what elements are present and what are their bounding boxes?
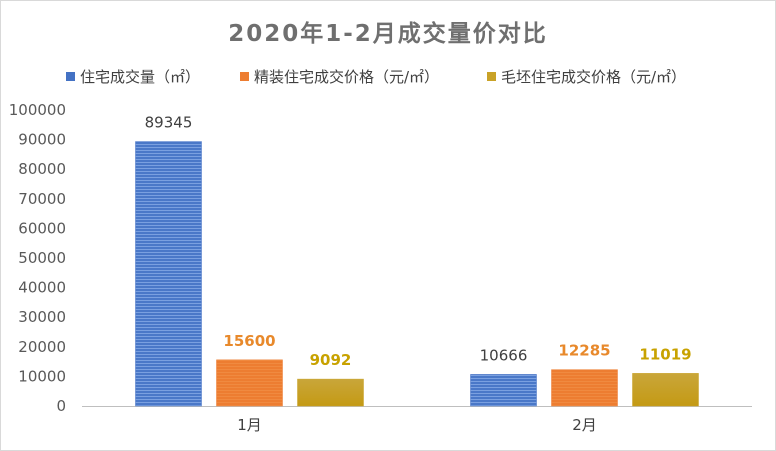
y-tick-label: 0: [56, 397, 66, 415]
y-tick-label: 30000: [18, 308, 66, 326]
data-label-rough-price: 11019: [639, 345, 691, 363]
y-tick-label: 10000: [18, 367, 66, 385]
y-tick-label: 20000: [18, 338, 66, 356]
legend-swatch-volume: [66, 72, 75, 81]
y-tick-label: 60000: [18, 219, 66, 237]
data-label-finished-price: 15600: [223, 332, 275, 350]
bar-rough-price: [297, 378, 364, 407]
y-tick-label: 50000: [18, 249, 66, 267]
bar-rough-price: [632, 373, 699, 407]
x-category-label: 1月: [237, 416, 262, 434]
y-tick-label: 70000: [18, 190, 66, 208]
y-tick-label: 80000: [18, 160, 66, 178]
x-category-label: 2月: [572, 416, 597, 434]
bar-finished-price: [216, 359, 283, 407]
legend-swatch-finished-price: [240, 72, 249, 81]
bar-finished-price: [551, 369, 618, 407]
bar-volume: [470, 374, 537, 407]
y-tick-label: 90000: [18, 131, 66, 149]
y-tick-label: 100000: [9, 101, 66, 119]
legend-label-finished-price: 精装住宅成交价格（元/㎡）: [254, 68, 440, 86]
legend-item-finished-price: 精装住宅成交价格（元/㎡）: [240, 66, 439, 87]
chart-title: 2020年1-2月成交量价对比: [228, 21, 548, 47]
data-label-volume: 10666: [480, 346, 528, 364]
legend-label-volume: 住宅成交量（㎡）: [80, 68, 201, 86]
bar-volume: [135, 141, 202, 407]
chart-legend: 住宅成交量（㎡） 精装住宅成交价格（元/㎡） 毛坯住宅成交价格（元/㎡）: [0, 66, 776, 86]
legend-label-rough-price: 毛坯住宅成交价格（元/㎡）: [501, 68, 687, 86]
data-label-rough-price: 9092: [310, 351, 352, 369]
y-tick-label: 40000: [18, 279, 66, 297]
data-label-finished-price: 12285: [558, 342, 610, 360]
legend-item-volume: 住宅成交量（㎡）: [66, 66, 200, 87]
legend-item-rough-price: 毛坯住宅成交价格（元/㎡）: [487, 66, 686, 87]
legend-swatch-rough-price: [487, 72, 496, 81]
data-label-volume: 89345: [145, 114, 193, 132]
